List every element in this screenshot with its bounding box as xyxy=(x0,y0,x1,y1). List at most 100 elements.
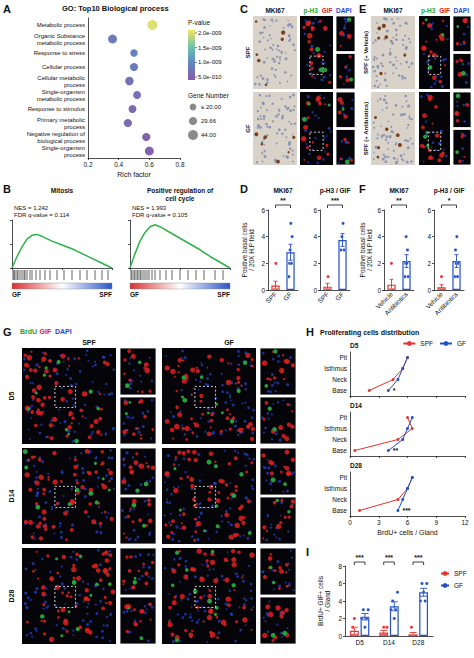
svg-text:metabolic process: metabolic process xyxy=(37,96,85,102)
svg-text:2: 2 xyxy=(427,260,431,267)
svg-text:2: 2 xyxy=(377,260,381,267)
svg-text:***: *** xyxy=(385,554,393,561)
svg-text:GF: GF xyxy=(334,291,345,302)
svg-text:2.0e-009: 2.0e-009 xyxy=(198,30,222,36)
svg-text:BrdU+ cells / Gland: BrdU+ cells / Gland xyxy=(377,529,438,536)
svg-text:I: I xyxy=(306,546,309,558)
svg-text:44.00: 44.00 xyxy=(201,132,217,138)
svg-text:MKI67: MKI67 xyxy=(265,7,285,14)
svg-text:Base: Base xyxy=(332,507,347,514)
svg-text:0.8: 0.8 xyxy=(175,161,184,168)
svg-text:**: ** xyxy=(393,447,399,454)
svg-text:GF: GF xyxy=(245,124,251,133)
svg-text:Response to stimulus: Response to stimulus xyxy=(28,106,85,112)
svg-text:Response to stress: Response to stress xyxy=(34,50,85,56)
svg-text:SPF: SPF xyxy=(420,340,433,347)
svg-text:process: process xyxy=(64,152,85,158)
svg-text:6: 6 xyxy=(338,580,342,587)
svg-text:Positive basal cells: Positive basal cells xyxy=(359,222,366,278)
svg-text:/ 20X H.P field: / 20X H.P field xyxy=(248,229,255,271)
svg-text:0: 0 xyxy=(377,287,381,294)
svg-text:Single-organism: Single-organism xyxy=(42,145,85,151)
svg-text:H: H xyxy=(306,326,314,338)
svg-text:GIF: GIF xyxy=(439,7,450,14)
svg-text:Base: Base xyxy=(332,387,347,394)
svg-text:GF: GF xyxy=(457,340,466,347)
svg-text:D5: D5 xyxy=(350,342,359,349)
svg-text:Rich factor: Rich factor xyxy=(117,171,151,178)
svg-text:GF: GF xyxy=(224,339,234,346)
svg-text:Metabolic process: Metabolic process xyxy=(37,22,85,28)
svg-text:1.5e-009: 1.5e-009 xyxy=(198,45,222,51)
svg-text:≤ 20.00: ≤ 20.00 xyxy=(201,104,222,110)
svg-text:GF: GF xyxy=(282,291,293,302)
svg-text:GF: GF xyxy=(130,291,139,298)
svg-text:FDR q-value = 0.105: FDR q-value = 0.105 xyxy=(132,212,188,218)
svg-text:DAPI: DAPI xyxy=(453,7,469,14)
svg-text:Antibiotics: Antibiotics xyxy=(383,290,409,316)
svg-text:**: ** xyxy=(280,197,286,204)
svg-text:Isthmus: Isthmus xyxy=(324,425,348,432)
svg-text:SPF: SPF xyxy=(82,339,96,346)
svg-text:process: process xyxy=(64,124,85,130)
svg-text:FDR q-value = 0.114: FDR q-value = 0.114 xyxy=(14,212,70,218)
svg-text:SPF (+ Antibiotics): SPF (+ Antibiotics) xyxy=(363,102,369,155)
svg-text:E: E xyxy=(359,3,366,15)
svg-text:NES = 1.993: NES = 1.993 xyxy=(132,205,167,211)
svg-text:4: 4 xyxy=(427,233,431,240)
svg-text:metabolic process: metabolic process xyxy=(37,40,85,46)
svg-text:6: 6 xyxy=(377,207,381,214)
svg-text:0.2: 0.2 xyxy=(83,161,92,168)
svg-text:DAPI: DAPI xyxy=(336,7,352,14)
svg-text:2: 2 xyxy=(313,260,317,267)
svg-text:p-H3 / GIF: p-H3 / GIF xyxy=(320,187,351,195)
svg-text:MKI67: MKI67 xyxy=(389,187,409,194)
svg-text:BrdU+ GIF+ cells: BrdU+ GIF+ cells xyxy=(317,575,324,626)
svg-text:NES = 1.242: NES = 1.242 xyxy=(14,205,49,211)
svg-text:MKI67: MKI67 xyxy=(273,187,293,194)
svg-text:8: 8 xyxy=(338,563,342,570)
svg-text:D5: D5 xyxy=(356,639,365,646)
svg-text:Proliferating cells distributi: Proliferating cells distribution xyxy=(320,329,419,337)
svg-text:Pit: Pit xyxy=(339,414,347,421)
svg-text:6: 6 xyxy=(427,207,431,214)
svg-text:0: 0 xyxy=(338,633,342,640)
svg-text:9: 9 xyxy=(434,519,438,526)
svg-text:D28: D28 xyxy=(8,589,15,602)
svg-text:GF: GF xyxy=(454,582,463,589)
svg-text:SPF: SPF xyxy=(264,291,278,305)
svg-text:D: D xyxy=(240,183,248,195)
svg-text:Pit: Pit xyxy=(339,474,347,481)
svg-text:*: * xyxy=(448,197,451,204)
svg-text:0: 0 xyxy=(427,287,431,294)
svg-text:12: 12 xyxy=(461,519,469,526)
svg-text:D5: D5 xyxy=(8,391,15,400)
svg-text:**: ** xyxy=(396,197,402,204)
svg-text:GIF: GIF xyxy=(322,7,333,14)
svg-text:Neck: Neck xyxy=(332,496,348,503)
svg-text:Organic Substance: Organic Substance xyxy=(34,33,86,39)
svg-text:p-H3: p-H3 xyxy=(303,7,318,15)
svg-text:/ 20X H.P field: / 20X H.P field xyxy=(366,229,373,271)
svg-text:Negative regulation of: Negative regulation of xyxy=(27,131,86,137)
svg-text:D14: D14 xyxy=(8,489,15,502)
svg-text:Single-organism: Single-organism xyxy=(42,89,85,95)
svg-text:DAPI: DAPI xyxy=(55,328,72,335)
svg-text:p-H3: p-H3 xyxy=(421,7,436,15)
svg-text:***: *** xyxy=(356,554,364,561)
svg-text:A: A xyxy=(3,3,11,15)
svg-text:SPF (+ Vehicle): SPF (+ Vehicle) xyxy=(363,31,369,74)
svg-text:process: process xyxy=(64,82,85,88)
svg-text:6: 6 xyxy=(406,519,410,526)
svg-text:2: 2 xyxy=(338,615,342,622)
svg-text:F: F xyxy=(359,183,366,195)
svg-text:B: B xyxy=(3,183,11,195)
svg-text:/ Gland: / Gland xyxy=(324,590,331,611)
svg-text:Base: Base xyxy=(332,447,347,454)
svg-text:cell cycle: cell cycle xyxy=(166,195,195,203)
svg-text:D28: D28 xyxy=(350,462,362,469)
svg-text:0: 0 xyxy=(261,287,265,294)
svg-text:Neck: Neck xyxy=(332,436,348,443)
svg-text:SPF: SPF xyxy=(245,46,251,58)
svg-text:Mitosis: Mitosis xyxy=(51,187,74,194)
